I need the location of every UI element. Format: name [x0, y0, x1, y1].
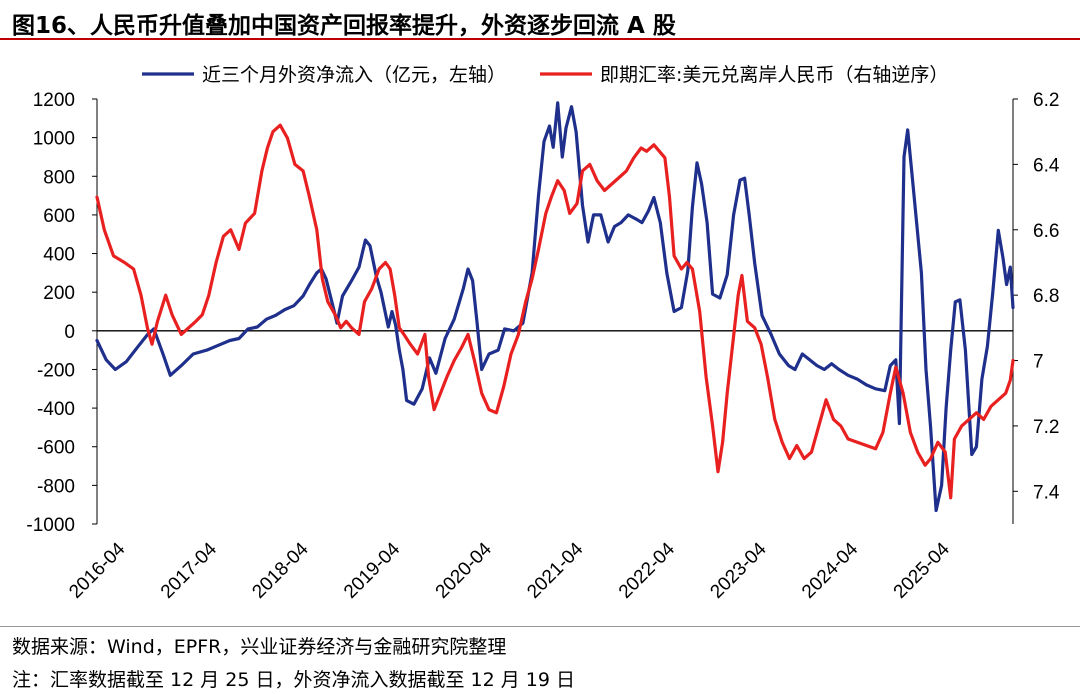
- right-tick-label: 7: [1033, 352, 1044, 373]
- legend: 近三个月外资净流入（亿元，左轴） 即期汇率:美元兑离岸人民币（右轴逆序）: [142, 64, 948, 86]
- series-line-foreign-inflow: [95, 101, 1015, 513]
- left-tick-label: 1000: [33, 129, 75, 150]
- right-axis: 6.2 6.4 6.6 6.8 7 7.2 7.4: [1012, 90, 1060, 524]
- left-axis: 1200 1000 800 600 400 200 0 -200 -400 -600 -800 -10…: [26, 90, 98, 536]
- left-tick-label: 600: [43, 206, 75, 227]
- right-tick-label: 6.4: [1033, 155, 1060, 176]
- series-line-offshore-rmb: [95, 123, 1015, 500]
- x-tick-label: 2020-04: [432, 538, 496, 602]
- left-tick-label: -400: [37, 399, 75, 420]
- right-tick-label: 7.2: [1033, 417, 1059, 438]
- title-rule: [0, 38, 1080, 40]
- left-tick-label: -200: [37, 360, 75, 381]
- x-tick-label: 2019-04: [340, 538, 404, 602]
- x-tick-label: 2023-04: [706, 538, 770, 602]
- x-tick-label: 2024-04: [798, 538, 862, 602]
- footer-rule: [0, 626, 1080, 627]
- right-tick-label: 7.4: [1033, 482, 1060, 503]
- chart-title: 图16、人民币升值叠加中国资产回报率提升，外资逐步回流 A 股: [12, 13, 676, 39]
- x-tick-label: 2018-04: [248, 538, 312, 602]
- right-tick-label: 6.2: [1033, 90, 1059, 111]
- left-tick-label: 0: [64, 322, 75, 343]
- right-tick-label: 6.6: [1033, 221, 1059, 242]
- legend-label: 即期汇率:美元兑离岸人民币（右轴逆序）: [600, 64, 948, 86]
- left-tick-label: 200: [43, 283, 75, 304]
- x-tick-label: 2025-04: [890, 538, 954, 602]
- legend-label: 近三个月外资净流入（亿元，左轴）: [202, 64, 506, 86]
- left-tick-label: -600: [37, 438, 75, 459]
- left-tick-label: -1000: [26, 515, 75, 536]
- left-tick-label: 800: [43, 167, 75, 188]
- left-tick-label: 1200: [33, 90, 75, 111]
- source-note: 数据来源：Wind，EPFR，兴业证券经济与金融研究院整理: [12, 636, 507, 658]
- x-tick-label: 2022-04: [615, 538, 679, 602]
- left-tick-label: -800: [37, 476, 75, 497]
- x-axis: 2016-04 2017-04 2018-04 2019-04 2020-04 2021-…: [65, 538, 954, 602]
- left-tick-label: 400: [43, 245, 75, 266]
- footnote: 注：汇率数据截至 12 月 25 日，外资净流入数据截至 12 月 19 日: [12, 669, 576, 691]
- chart-area: 近三个月外资净流入（亿元，左轴） 即期汇率:美元兑离岸人民币（右轴逆序） 1200…: [26, 64, 1060, 603]
- x-tick-label: 2016-04: [65, 538, 129, 602]
- right-tick-label: 6.8: [1033, 286, 1059, 307]
- x-tick-label: 2017-04: [157, 538, 221, 602]
- x-tick-label: 2021-04: [523, 538, 587, 602]
